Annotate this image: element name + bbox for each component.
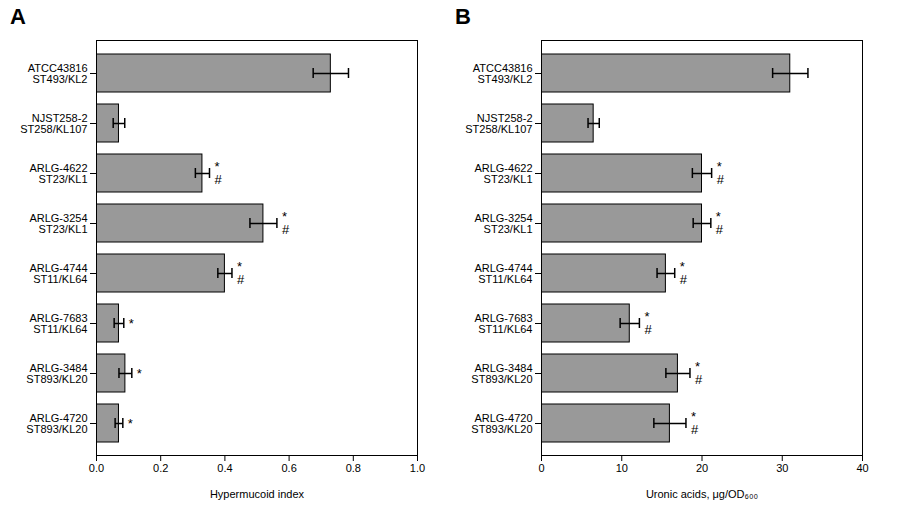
svg-text:*: * xyxy=(128,416,133,431)
svg-text:*: * xyxy=(137,366,142,381)
svg-text:Hypermucoid index: Hypermucoid index xyxy=(210,488,305,500)
svg-text:ARLG-4622ST23/KL1: ARLG-4622ST23/KL1 xyxy=(29,162,87,185)
svg-text:ARLG-7683ST11/KL64: ARLG-7683ST11/KL64 xyxy=(474,312,532,335)
svg-text:ARLG-4622ST23/KL1: ARLG-4622ST23/KL1 xyxy=(474,162,532,185)
svg-text:*#: *# xyxy=(680,259,688,287)
svg-text:0.6: 0.6 xyxy=(281,462,296,474)
svg-text:1.0: 1.0 xyxy=(410,462,425,474)
svg-text:*: * xyxy=(129,316,134,331)
svg-text:*#: *# xyxy=(644,309,652,337)
svg-text:*#: *# xyxy=(695,359,703,387)
svg-text:0.0: 0.0 xyxy=(89,462,104,474)
svg-text:ATCC43816ST493/KL2: ATCC43816ST493/KL2 xyxy=(28,62,88,85)
svg-text:ARLG-3254ST23/KL1: ARLG-3254ST23/KL1 xyxy=(474,212,532,235)
svg-text:ARLG-3484ST893/KL20: ARLG-3484ST893/KL20 xyxy=(26,362,87,385)
html-text:A: A xyxy=(10,4,26,29)
svg-text:30: 30 xyxy=(776,462,788,474)
html-text:B: B xyxy=(455,4,471,29)
svg-text:ATCC43816ST493/KL2: ATCC43816ST493/KL2 xyxy=(473,62,533,85)
svg-text:NJST258-2ST258/KL107: NJST258-2ST258/KL107 xyxy=(465,112,532,135)
svg-text:10: 10 xyxy=(616,462,628,474)
svg-text:ARLG-4744ST11/KL64: ARLG-4744ST11/KL64 xyxy=(29,262,87,285)
svg-text:ARLG-7683ST11/KL64: ARLG-7683ST11/KL64 xyxy=(29,312,87,335)
svg-text:*#: *# xyxy=(716,209,724,237)
svg-text:0.4: 0.4 xyxy=(217,462,232,474)
svg-text:ARLG-4744ST11/KL64: ARLG-4744ST11/KL64 xyxy=(474,262,532,285)
svg-text:ARLG-3254ST23/KL1: ARLG-3254ST23/KL1 xyxy=(29,212,87,235)
svg-text:Uronic acids, μg/OD₆₀₀: Uronic acids, μg/OD₆₀₀ xyxy=(646,488,758,500)
svg-text:ARLG-3484ST893/KL20: ARLG-3484ST893/KL20 xyxy=(471,362,532,385)
svg-text:*#: *# xyxy=(717,159,725,187)
svg-text:0.8: 0.8 xyxy=(346,462,361,474)
svg-text:20: 20 xyxy=(696,462,708,474)
svg-text:*#: *# xyxy=(214,159,222,187)
svg-text:40: 40 xyxy=(856,462,868,474)
svg-text:0: 0 xyxy=(538,462,544,474)
svg-text:0.2: 0.2 xyxy=(153,462,168,474)
svg-text:ARLG-4720ST893/KL20: ARLG-4720ST893/KL20 xyxy=(471,412,532,435)
svg-text:ARLG-4720ST893/KL20: ARLG-4720ST893/KL20 xyxy=(26,412,87,435)
svg-text:*#: *# xyxy=(282,209,290,237)
svg-text:NJST258-2ST258/KL107: NJST258-2ST258/KL107 xyxy=(20,112,87,135)
svg-text:*#: *# xyxy=(237,259,245,287)
svg-text:*#: *# xyxy=(691,409,699,437)
